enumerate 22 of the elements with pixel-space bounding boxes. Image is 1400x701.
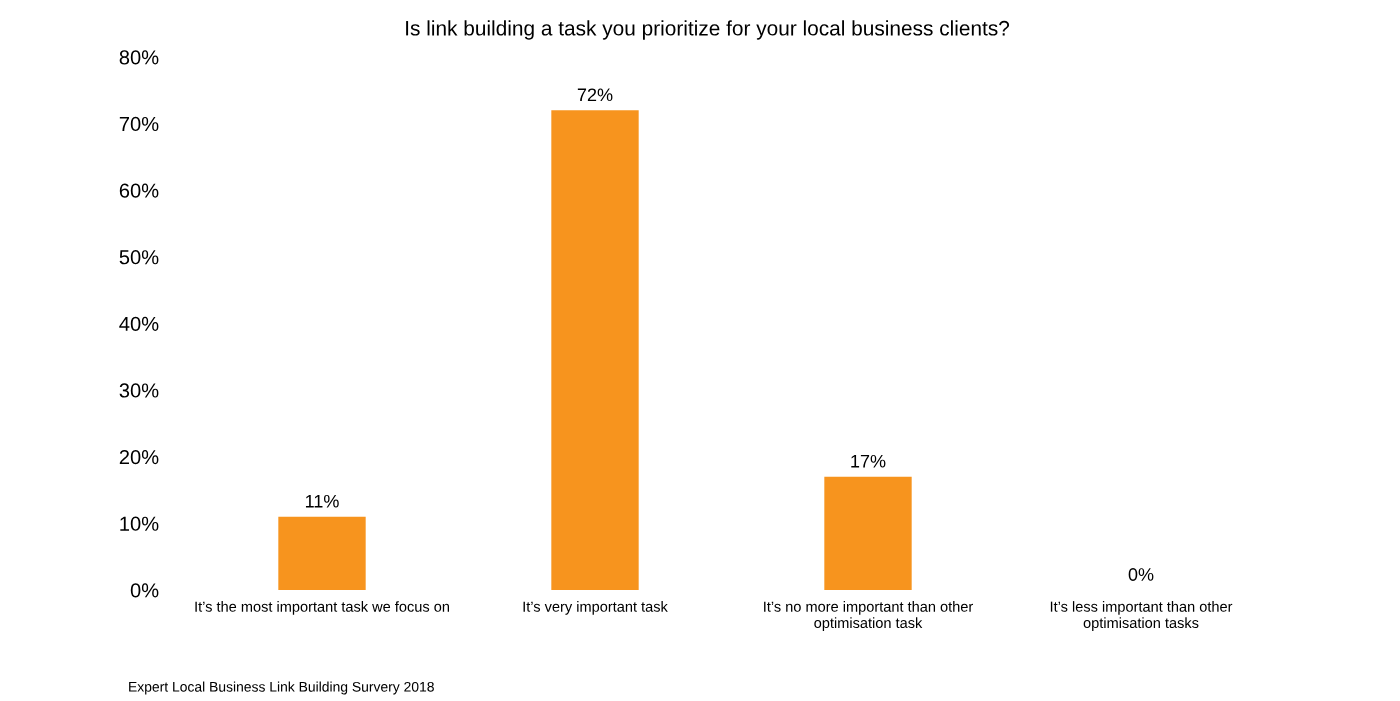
bar [278,516,366,590]
x-tick-label: It’s the most important task we focus on [195,601,449,615]
x-tick-label: It’s very important task [523,601,668,615]
bar [551,110,639,590]
y-tick-label: 40% [119,316,159,331]
y-tick-label: 70% [119,116,159,132]
bar [824,476,912,590]
chart-title: Is link building a task you prioritize for your local business clients? [406,20,1010,40]
y-tick-label: 60% [119,183,159,198]
x-tick-label: It’s no more important than other optimisation task [764,601,974,631]
data-label: 72% [577,88,613,102]
text: Expert Local Business Link Building Survery 2018 [129,681,434,695]
y-tick-label: 80% [119,50,159,65]
y-tick-label: 50% [119,250,159,265]
data-label: 0% [1128,568,1154,581]
x-tick-label: It’s less important than other optimisation tasks [1050,601,1233,631]
data-label: 17% [851,454,886,468]
data-label: 11% [305,494,339,508]
y-tick-label: 30% [119,383,159,398]
y-tick-label: 10% [120,516,159,531]
y-tick-label: 0% [130,583,159,598]
y-tick-label: 20% [119,449,159,465]
